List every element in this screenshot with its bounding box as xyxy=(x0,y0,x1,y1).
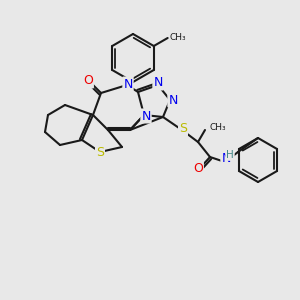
Text: N: N xyxy=(153,76,163,89)
Text: N: N xyxy=(168,94,178,106)
Text: S: S xyxy=(96,146,104,160)
Text: O: O xyxy=(193,161,203,175)
Text: N: N xyxy=(123,77,133,91)
Text: O: O xyxy=(83,74,93,88)
Text: CH₃: CH₃ xyxy=(209,124,226,133)
Text: H: H xyxy=(226,150,234,160)
Text: N: N xyxy=(141,110,151,122)
Text: S: S xyxy=(179,122,187,136)
Text: CH₃: CH₃ xyxy=(169,32,186,41)
Text: N: N xyxy=(221,152,231,166)
